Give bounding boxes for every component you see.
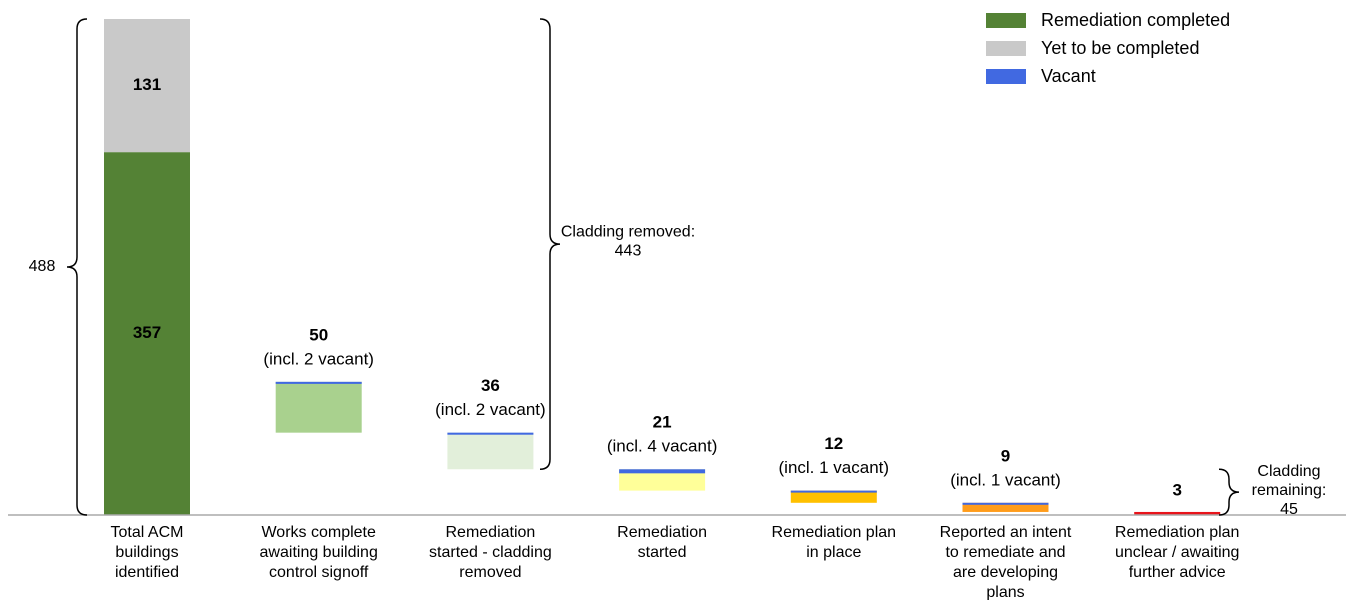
legend-label: Vacant	[1041, 66, 1096, 86]
brace	[66, 18, 88, 516]
value-label: 21	[653, 413, 672, 432]
x-tick-label: Remediation plan	[1115, 524, 1240, 541]
legend-swatch	[986, 13, 1026, 28]
brace-label: 488	[29, 258, 56, 275]
value-label: 3	[1172, 480, 1181, 499]
x-tick-label: Reported an intent	[940, 524, 1072, 541]
vacant-label: (incl. 2 vacant)	[263, 349, 374, 368]
vacant-bar	[447, 432, 534, 435]
bar	[447, 432, 534, 470]
brace-label: Cladding	[1257, 463, 1320, 480]
x-tick-label: buildings	[115, 544, 178, 561]
x-tick-label: plans	[986, 584, 1024, 600]
brace-label: remaining:	[1252, 482, 1327, 499]
vacant-label: (incl. 2 vacant)	[435, 400, 546, 419]
x-tick-label: control signoff	[269, 564, 369, 581]
value-label: 9	[1001, 446, 1010, 465]
legend-label: Remediation completed	[1041, 10, 1230, 30]
brace-label: Cladding removed:	[561, 223, 695, 240]
x-tick-label: Remediation	[617, 524, 707, 541]
vacant-label: (incl. 4 vacant)	[607, 437, 718, 456]
x-tick-label: awaiting building	[260, 544, 378, 561]
legend-label: Yet to be completed	[1041, 38, 1199, 58]
brace-label: 45	[1280, 501, 1298, 518]
bar-segment	[104, 19, 190, 153]
brace	[539, 18, 561, 471]
x-tick-label: to remediate and	[945, 544, 1065, 561]
x-tick-label: removed	[459, 564, 521, 581]
x-tick-label: in place	[806, 544, 861, 561]
x-tick-label: identified	[115, 564, 179, 581]
x-tick-label: unclear / awaiting	[1115, 544, 1240, 561]
vacant-bar	[790, 490, 877, 493]
x-tick-label: Remediation plan	[772, 524, 897, 541]
x-tick-label: Total ACM	[111, 524, 184, 541]
x-tick-label: started	[638, 544, 687, 561]
bar	[619, 469, 706, 491]
value-label: 50	[309, 325, 328, 344]
bar	[275, 381, 362, 433]
bar-segment	[104, 152, 190, 516]
brace	[1218, 468, 1240, 516]
vacant-label: (incl. 1 vacant)	[950, 470, 1061, 489]
bar	[1134, 511, 1221, 515]
x-tick-label: started - cladding	[429, 544, 552, 561]
vacant-bar	[275, 381, 362, 384]
vacant-label: (incl. 1 vacant)	[779, 458, 890, 477]
value-label: 36	[481, 376, 500, 395]
vacant-bar	[962, 502, 1049, 505]
value-label: 357	[133, 323, 161, 342]
brace-label: 443	[615, 242, 642, 259]
legend-swatch	[986, 41, 1026, 56]
x-tick-label: Works complete	[261, 524, 376, 541]
bar	[962, 502, 1049, 512]
x-tick-label: are developing	[953, 564, 1058, 581]
bar	[790, 490, 877, 503]
x-tick-label: further advice	[1129, 564, 1226, 581]
x-tick-label: Remediation	[445, 524, 535, 541]
value-label: 12	[824, 434, 843, 453]
value-label: 131	[133, 75, 161, 94]
vacant-bar	[619, 469, 706, 474]
legend-swatch	[986, 69, 1026, 84]
